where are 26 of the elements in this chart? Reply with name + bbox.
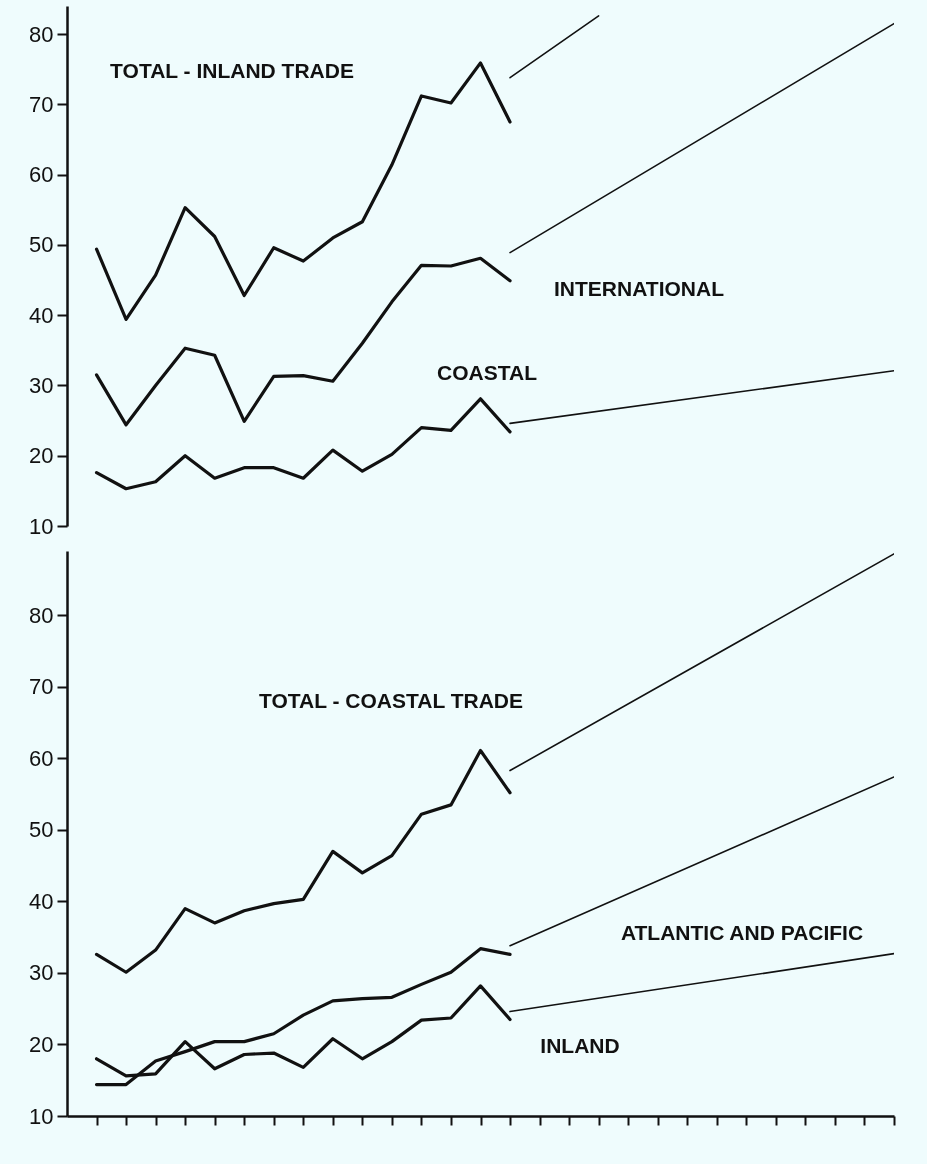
y-tick-label: 50 [29,232,54,258]
y-tick-label: 20 [29,1031,54,1057]
line-series [94,748,512,974]
y-tick-label: 10 [29,1103,54,1129]
y-tick-label: 10 [29,513,54,539]
annotation: INLAND [540,1034,620,1057]
y-tick-label: 80 [29,602,54,628]
annotation: TOTAL - COASTAL TRADE [258,689,524,712]
y-tick-label: 50 [29,817,54,843]
y-tick-label: 70 [29,91,54,117]
annotation: COASTAL [437,361,538,384]
line-series [94,397,512,491]
y-tick-label: 40 [29,302,54,328]
annotation: ATLANTIC AND PACIFIC [620,921,864,944]
y-tick-label: 70 [29,674,54,700]
annotation: TOTAL - INLAND TRADE [110,59,354,82]
annotation: INTERNATIONAL [554,277,725,300]
y-tick-label: 20 [29,443,54,469]
line-series [94,61,512,321]
y-tick-label: 60 [29,745,54,771]
y-tick-label: 80 [29,21,54,47]
line-series [94,947,512,1087]
y-tick-label: 60 [29,162,54,188]
y-tick-label: 40 [29,888,54,914]
y-tick-label: 30 [29,960,54,986]
y-tick-label: 30 [29,372,54,398]
